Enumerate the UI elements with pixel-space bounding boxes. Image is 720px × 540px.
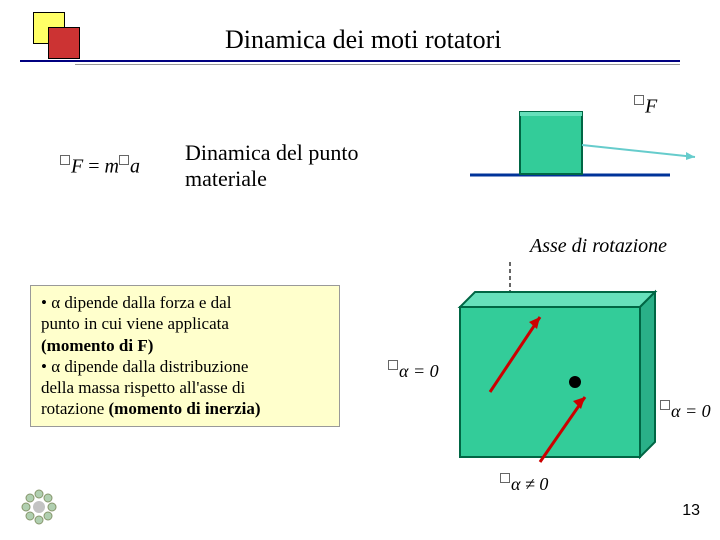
bullet-1-line3: (momento di F) [41, 336, 153, 355]
logo-front-square [48, 27, 80, 59]
title-underline-1 [20, 60, 680, 62]
bullet-1-line2: punto in cui viene applicata [41, 314, 229, 333]
alpha-label-left: α = 0 [388, 360, 439, 382]
bullet-2-line3a: rotazione [41, 399, 109, 418]
axis-label: Asse di rotazione [530, 235, 667, 258]
bullet-2-line1: • α dipende dalla distribuzione [41, 357, 248, 376]
formula-newton: F = ma [60, 155, 140, 179]
bullet-2-line3b: (momento di inerzia) [109, 399, 261, 418]
title-underline-2 [75, 64, 680, 65]
diagram-block-force [470, 100, 700, 190]
rosette-icon [18, 486, 60, 528]
bullet-1-line1: • α dipende dalla forza e dal [41, 293, 231, 312]
subtitle: Dinamica del punto materiale [185, 140, 359, 193]
subtitle-line2: materiale [185, 166, 267, 191]
slide-number: 13 [682, 502, 700, 520]
slide-title: Dinamica dei moti rotatori [225, 25, 502, 55]
force-label: F [634, 95, 657, 119]
bullet-2-line2: della massa rispetto all'asse di [41, 378, 245, 397]
alpha-label-right: α = 0 [660, 400, 711, 422]
diagram-rotating-block [440, 262, 700, 492]
bullet-box: • α dipende dalla forza e dal punto in c… [30, 285, 340, 427]
alpha-label-bottom: α ≠ 0 [500, 473, 548, 495]
subtitle-line1: Dinamica del punto [185, 140, 359, 165]
